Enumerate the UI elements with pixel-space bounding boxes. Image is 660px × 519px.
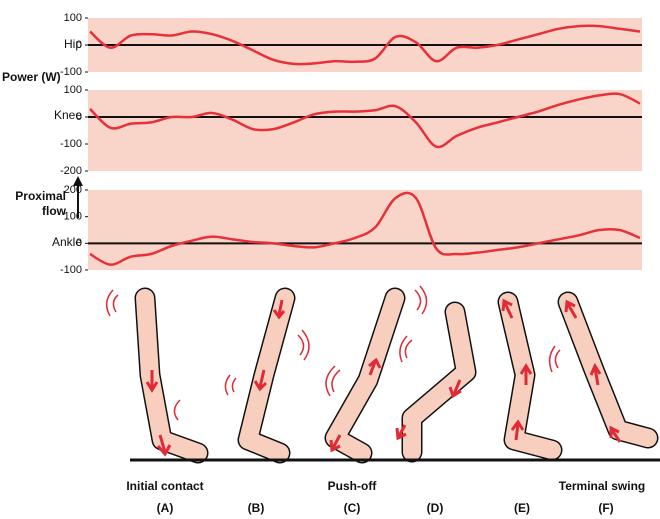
flow-label: flow <box>42 204 67 218</box>
flow-label: Proximal <box>15 189 66 203</box>
leg <box>403 303 475 461</box>
phase-letter: (E) <box>514 501 530 515</box>
power-line <box>89 24 641 66</box>
y-tick-label: -200 <box>60 165 82 177</box>
phase-letter: (F) <box>598 501 613 515</box>
y-tick-label: -100 <box>60 264 82 276</box>
leg <box>326 289 404 462</box>
y-tick-label: 100 <box>64 211 82 223</box>
phase-letter: (C) <box>344 501 361 515</box>
flow-arrow <box>73 176 83 218</box>
y-tick-label: 0 <box>76 237 82 249</box>
power-line <box>89 191 641 266</box>
phase-name: Terminal swing <box>559 479 645 493</box>
phase-name: Initial contact <box>126 479 203 493</box>
phase-name: Push-off <box>328 479 378 493</box>
axis-label: Ankle <box>52 235 82 249</box>
y-tick-label: 100 <box>64 84 82 96</box>
legs <box>105 285 660 464</box>
phase-letter: (D) <box>427 501 444 515</box>
y-tick-label: 200 <box>64 184 82 196</box>
panel <box>88 190 642 270</box>
phase-letter: (B) <box>248 501 265 515</box>
y-tick-label: 100 <box>64 12 82 24</box>
y-tick-label: 0 <box>76 111 82 123</box>
leg <box>559 293 657 447</box>
y-tick-label: -100 <box>60 66 82 78</box>
power-label: Power (W) <box>2 70 61 84</box>
y-tick-label: 0 <box>76 39 82 51</box>
phase-letter: (A) <box>157 501 174 515</box>
y-tick-label: -100 <box>60 138 82 150</box>
leg <box>136 289 207 462</box>
axis-label: Hip <box>64 37 82 51</box>
panel <box>88 90 642 171</box>
leg <box>239 289 294 462</box>
power-line <box>89 92 641 149</box>
axis-label: Knee <box>54 108 82 122</box>
leg <box>499 293 561 459</box>
